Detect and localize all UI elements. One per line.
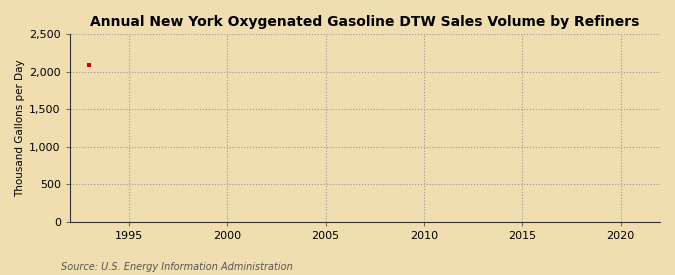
Y-axis label: Thousand Gallons per Day: Thousand Gallons per Day xyxy=(15,59,25,197)
Text: Source: U.S. Energy Information Administration: Source: U.S. Energy Information Administ… xyxy=(61,262,292,272)
Title: Annual New York Oxygenated Gasoline DTW Sales Volume by Refiners: Annual New York Oxygenated Gasoline DTW … xyxy=(90,15,640,29)
